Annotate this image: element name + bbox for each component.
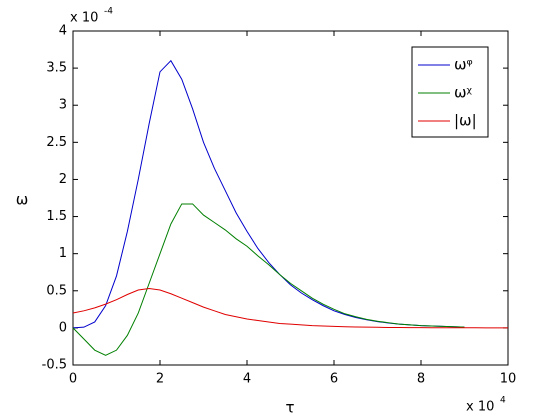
y-multiplier-exponent: -4 bbox=[104, 7, 113, 17]
y-axis-label: ω bbox=[16, 191, 29, 209]
y-tick-label: -0.5 bbox=[42, 358, 67, 373]
x-tick-label: 2 bbox=[156, 372, 164, 387]
y-tick-label: 3 bbox=[59, 98, 67, 113]
y-tick-label: 2 bbox=[59, 172, 67, 187]
series-line bbox=[72, 288, 508, 329]
y-tick-label: 4 bbox=[59, 24, 67, 39]
x-multiplier-exponent: 4 bbox=[500, 396, 506, 406]
x-multiplier: x 10 bbox=[466, 400, 494, 415]
axes-box bbox=[72, 30, 509, 366]
series-line bbox=[72, 203, 465, 356]
x-tick-label: 4 bbox=[243, 372, 251, 387]
y-tick-label: 0 bbox=[59, 320, 67, 335]
legend-box bbox=[411, 46, 489, 138]
x-tick-label: 8 bbox=[417, 372, 425, 387]
y-tick-label: 1 bbox=[59, 246, 67, 261]
y-tick-label: 2.5 bbox=[46, 135, 67, 150]
y-tick-label: 1.5 bbox=[46, 209, 67, 224]
y-tick-label: 0.5 bbox=[46, 283, 67, 298]
x-axis-label: τ bbox=[285, 399, 294, 417]
x-tick-label: 10 bbox=[500, 372, 517, 387]
y-tick-label: 3.5 bbox=[46, 61, 67, 76]
x-tick-label: 6 bbox=[330, 372, 338, 387]
legend-label: |ω| bbox=[454, 112, 477, 130]
legend-label: ωᵡ bbox=[454, 84, 473, 102]
x-tick-label: 0 bbox=[69, 372, 77, 387]
y-multiplier: x 10 bbox=[70, 11, 98, 26]
legend-label: ωᵠ bbox=[454, 56, 473, 74]
